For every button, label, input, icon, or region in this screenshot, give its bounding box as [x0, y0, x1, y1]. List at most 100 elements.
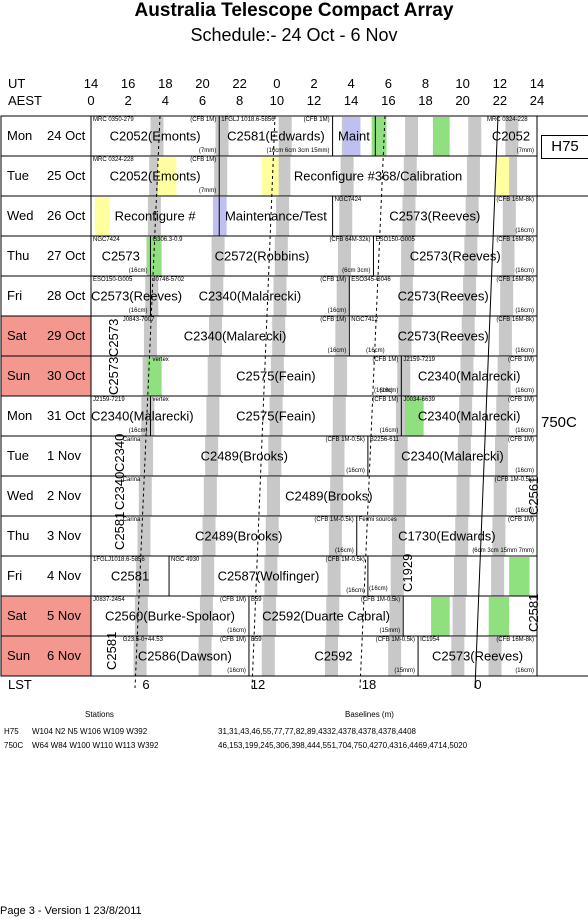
project-label: C2575(Feain)	[236, 408, 316, 424]
day-label: Tue 25 Oct	[1, 156, 90, 195]
correlator-label: (CFB 16M-8k)	[496, 637, 534, 643]
correlator-label: (CFB 1M)	[190, 157, 217, 163]
day-date: 29 Oct	[47, 328, 86, 343]
schedule-block: C2572(Robbins) G306.3-0.9 (CFB 64M-32k) (6c…	[150, 236, 373, 276]
aest-tick: 24	[529, 93, 545, 108]
schedule-block: C2052(Emonts) MRC 0324-228 (CFB 1M) (7mm)	[91, 156, 219, 196]
aest-tick: 6	[198, 93, 207, 108]
schedule-block: Reconfigure #368/Calibration	[219, 156, 537, 196]
project-label: C2340(Malarecki)	[401, 448, 504, 464]
correlator-label: (CFB 16M-8k)	[496, 197, 534, 203]
project-label: C2573(Reeves)	[409, 248, 501, 264]
band-label: (16cm)	[346, 588, 365, 594]
schedule-block: C2586(Dawson) G23.5-0+44.53 (CFB 1M) (16cm)	[121, 636, 249, 676]
stations-heading: Stations	[85, 710, 114, 719]
correlator-label: (CFB 1M-0.5k)	[375, 637, 416, 643]
lst-tick: 12	[250, 677, 266, 692]
ut-tick: 16	[120, 76, 136, 91]
correlator-label: (CFB 1M-0.5k)	[494, 477, 534, 483]
project-label: Reconfigure #368/Calibration	[293, 168, 463, 184]
day-name: Tue	[7, 168, 29, 183]
ut-tick: 6	[384, 76, 392, 91]
day-date: 4 Nov	[47, 568, 81, 583]
day-date: 25 Oct	[47, 168, 86, 183]
page-footer: Page 3 - Version 1 23/8/2011	[0, 905, 142, 917]
source-label: J2159-7219	[93, 397, 125, 403]
aest-tick: 20	[455, 93, 470, 108]
day-date: 27 Oct	[47, 248, 86, 263]
array-baselines: 31,31,43,46,55,77,77,82,89,4332,4378,437…	[218, 727, 416, 736]
source-label: J0837-2454	[93, 597, 125, 603]
aest-tick: 18	[418, 93, 433, 108]
project-label: C2581	[110, 568, 150, 584]
band-label: (16cm)	[335, 548, 354, 554]
green-band	[431, 597, 450, 636]
correlator-label: (CFB 16M-8k)	[496, 277, 534, 283]
source-label: Carina	[122, 517, 141, 523]
schedule-block: C2340(Malarecki) J0746-5702 (CFB 1M) (16cm)	[150, 276, 349, 316]
correlator-label: (CFB 1M)	[320, 277, 347, 283]
band-label: (16cm)	[227, 628, 246, 634]
array-baselines: 46,153,199,245,306,398,444,551,704,750,4…	[218, 741, 468, 750]
correlator-label: (CFB 1M)	[372, 357, 399, 363]
vertical-project-label: C2561	[526, 476, 541, 515]
ut-tick: 10	[455, 76, 470, 91]
day-date: 31 Oct	[47, 408, 86, 423]
ut-tick: 18	[158, 76, 173, 91]
schedule-block: C2581(Edwards) 1FGLJ 1018.6-5856 (CFB 1M) (…	[219, 116, 332, 156]
correlator-label: (CFB 16M-8k)	[496, 237, 534, 243]
day-name: Thu	[7, 248, 30, 263]
correlator-label: (CFB 1M-0.5k)	[325, 437, 365, 443]
project-label: C2572(Robbins)	[214, 248, 310, 264]
day-name: Sat	[7, 328, 27, 343]
vertical-project-label: C2581	[104, 631, 119, 670]
source-label: MRC 0350-279	[93, 117, 134, 123]
day-name: Tue	[7, 448, 29, 463]
vertical-project-label: C2573	[106, 356, 121, 395]
source-label: B2256-611	[369, 437, 399, 443]
schedule-block: C2340(Malarecki) J0843-7007 (CFB 1M) (16cm)	[121, 316, 350, 356]
schedule-block: C2052(Emonts) MRC 0350-279 (CFB 1M) (7mm)	[91, 116, 219, 156]
schedule-block: C2340(Malarecki) J0034-6639 (CFB 1M) (16cm)	[401, 396, 537, 436]
band-label: (16cm)	[346, 468, 365, 474]
lst-tick: 6	[142, 677, 150, 692]
band-label: (16cm)	[128, 308, 148, 314]
day-date: 24 Oct	[47, 128, 86, 143]
day-date: 28 Oct	[47, 288, 86, 303]
project-label: Reconfigure #	[114, 208, 196, 224]
gray-band	[468, 117, 482, 156]
band-label: (15mm)	[394, 668, 416, 674]
schedule-block: C2573 NGC7424 (16cm)	[91, 236, 150, 276]
gray-band	[405, 117, 419, 156]
project-label: C2052(Emonts)	[109, 128, 201, 144]
day-label: Sat 5 Nov	[1, 596, 90, 635]
project-label: C2592	[314, 648, 353, 664]
band-label: (16cm)	[327, 348, 347, 354]
schedule-block: C2575(Feain) vertex (CFB 1M) (16cm)	[150, 356, 401, 396]
schedule-block: C2573(Reeves) NGC7412 (CFB 16M-8k) (16cm)	[349, 316, 537, 356]
day-label: Wed 26 Oct	[1, 196, 90, 235]
day-name: Mon	[7, 128, 33, 143]
schedule-block: C2573(Reeves) ESO345-G046 (CFB 16M-8k) (16c…	[349, 276, 537, 316]
page-title: Australia Telescope Compact Array	[134, 0, 454, 21]
day-name: Wed	[7, 208, 34, 223]
project-label: C2489(Brooks)	[195, 528, 283, 544]
vertical-project-label: C1929	[400, 553, 415, 592]
day-date: 2 Nov	[47, 488, 81, 503]
schedule-block: C2340(Malarecki) J2159-7219 (16cm)	[91, 396, 194, 436]
aest-tick: 10	[269, 93, 285, 108]
project-label: C2340(Malarecki)	[183, 328, 287, 344]
source-label: Carina	[122, 437, 141, 443]
day-label: Sat 29 Oct	[1, 316, 90, 355]
day-name: Thu	[7, 528, 30, 543]
ut-tick: 4	[347, 76, 355, 91]
day-label: Thu 3 Nov	[1, 516, 90, 555]
project-label: C2575(Feain)	[236, 368, 316, 384]
schedule-block: Reconfigure #	[91, 196, 219, 236]
schedule-block: C2575(Feain) vertex (CFB 1M) (16cm)	[150, 396, 401, 436]
vertical-project-label: C2340	[112, 433, 127, 472]
schedule-block: C2560(Burke-Spolaor) J0837-2454 (CFB 1M) (1…	[91, 596, 249, 636]
schedule-block: C1730(Edwards) Fermi sources (CFB 1M) (6cm …	[357, 516, 537, 556]
config-750c: 750C	[541, 414, 577, 431]
source-label: MRC 0324-228	[93, 157, 134, 163]
